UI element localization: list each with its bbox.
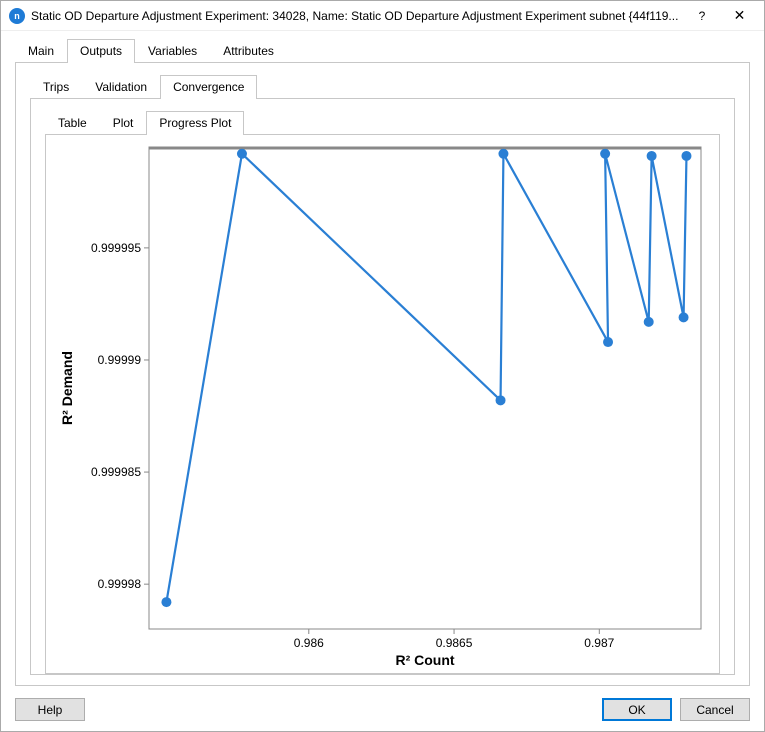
svg-text:0.986: 0.986 bbox=[294, 636, 324, 650]
progress-chart: 0.986 0.9865 0.987 0.99998 0.999985 0.99999 0.… bbox=[54, 141, 711, 671]
tab-plot[interactable]: Plot bbox=[100, 111, 147, 135]
svg-text:0.999995: 0.999995 bbox=[91, 241, 141, 255]
cancel-button[interactable]: Cancel bbox=[680, 698, 750, 721]
svg-text:0.987: 0.987 bbox=[584, 636, 614, 650]
app-icon: n bbox=[9, 8, 25, 24]
tab-variables[interactable]: Variables bbox=[135, 39, 210, 63]
tab-table[interactable]: Table bbox=[45, 111, 100, 135]
dialog-window: n Static OD Departure Adjustment Experim… bbox=[0, 0, 765, 732]
tab-main[interactable]: Main bbox=[15, 39, 67, 63]
chart-container: 0.986 0.9865 0.987 0.99998 0.999985 0.99999 0.… bbox=[46, 135, 719, 673]
svg-text:R² Count: R² Count bbox=[395, 652, 454, 668]
help-button[interactable]: Help bbox=[15, 698, 85, 721]
tab-outputs[interactable]: Outputs bbox=[67, 39, 135, 63]
titlebar: n Static OD Departure Adjustment Experim… bbox=[1, 1, 764, 31]
svg-text:0.99998: 0.99998 bbox=[98, 577, 142, 591]
close-icon[interactable]: ✕ bbox=[717, 1, 762, 31]
svg-text:0.9865: 0.9865 bbox=[436, 636, 473, 650]
window-title: Static OD Departure Adjustment Experimen… bbox=[31, 9, 687, 23]
dialog-content: Main Outputs Variables Attributes Trips … bbox=[1, 31, 764, 692]
svg-text:0.99999: 0.99999 bbox=[98, 353, 142, 367]
tab-trips[interactable]: Trips bbox=[30, 75, 82, 99]
svg-text:0.999985: 0.999985 bbox=[91, 465, 141, 479]
help-icon[interactable]: ? bbox=[687, 1, 717, 31]
ok-button[interactable]: OK bbox=[602, 698, 672, 721]
dialog-footer: Help OK Cancel bbox=[1, 692, 764, 731]
tabs-convergence: Table Plot Progress Plot bbox=[45, 111, 720, 135]
svg-text:R² Demand: R² Demand bbox=[59, 351, 75, 425]
pane-convergence: Table Plot Progress Plot 0.9860.98650.98… bbox=[30, 99, 735, 675]
pane-outputs: Trips Validation Convergence Table Plot … bbox=[15, 63, 750, 686]
tab-validation[interactable]: Validation bbox=[82, 75, 160, 99]
tab-convergence[interactable]: Convergence bbox=[160, 75, 257, 99]
tab-progress-plot[interactable]: Progress Plot bbox=[146, 111, 244, 135]
tabs-outputs: Trips Validation Convergence bbox=[30, 75, 735, 99]
pane-progress-plot: 0.986 0.9865 0.987 0.99998 0.999985 0.99999 0.… bbox=[45, 135, 720, 674]
tab-attributes[interactable]: Attributes bbox=[210, 39, 287, 63]
tabs-main: Main Outputs Variables Attributes bbox=[15, 39, 750, 63]
